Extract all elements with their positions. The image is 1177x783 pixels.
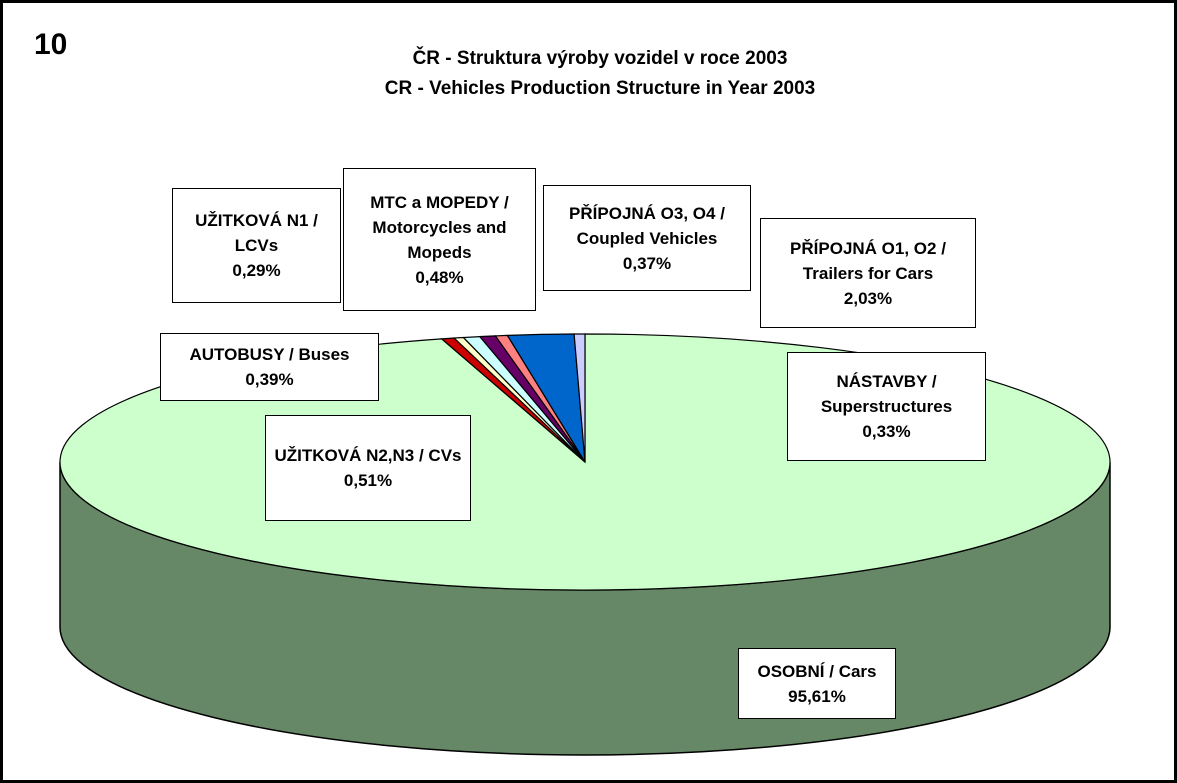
label-value: 2,03%	[843, 288, 893, 308]
data-label: AUTOBUSY / Buses 0,39%	[160, 333, 379, 401]
label-category: NÁSTAVBY / Superstructures	[820, 372, 953, 416]
label-category: UŽITKOVÁ N2,N3 / CVs	[274, 446, 462, 465]
chart-title: ČR - Struktura výroby vozidel v roce 200…	[412, 48, 788, 69]
label-category: PŘÍPOJNÁ O1, O2 / Trailers for Cars	[790, 238, 946, 283]
label-value: 0,33%	[862, 422, 911, 441]
label-category: AUTOBUSY / Buses	[189, 345, 350, 364]
label-category: PŘÍPOJNÁ O3, O4 / Coupled Vehicles	[569, 203, 725, 248]
label-category: UŽITKOVÁ N1 / LCVs	[195, 211, 318, 255]
chart-number: 10	[34, 28, 68, 61]
pie-slice	[573, 333, 586, 463]
label-value: 0,48%	[415, 267, 464, 287]
label-value: 95,61%	[788, 686, 846, 706]
data-label: UŽITKOVÁ N1 / LCVs 0,29%	[172, 188, 341, 303]
data-label: NÁSTAVBY / Superstructures 0,33%	[787, 352, 986, 461]
label-value: 0,37%	[622, 253, 672, 273]
label-value: 0,39%	[245, 370, 294, 389]
chart-subtitle: CR - Vehicles Production Structure in Ye…	[384, 78, 816, 99]
label-category: MTC a MOPEDY / Motorcycles and Mopeds	[370, 192, 509, 262]
data-label: PŘÍPOJNÁ O1, O2 / Trailers for Cars 2,03%	[760, 218, 976, 328]
data-label: OSOBNÍ / Cars 95,61%	[738, 648, 896, 719]
data-label: PŘÍPOJNÁ O3, O4 / Coupled Vehicles 0,37%	[543, 185, 751, 291]
label-category: OSOBNÍ / Cars	[757, 661, 877, 681]
data-label: MTC a MOPEDY / Motorcycles and Mopeds 0,4…	[343, 168, 536, 311]
data-label: UŽITKOVÁ N2,N3 / CVs 0,51%	[265, 415, 471, 521]
label-value: 0,51%	[343, 471, 393, 490]
label-value: 0,29%	[232, 261, 281, 280]
